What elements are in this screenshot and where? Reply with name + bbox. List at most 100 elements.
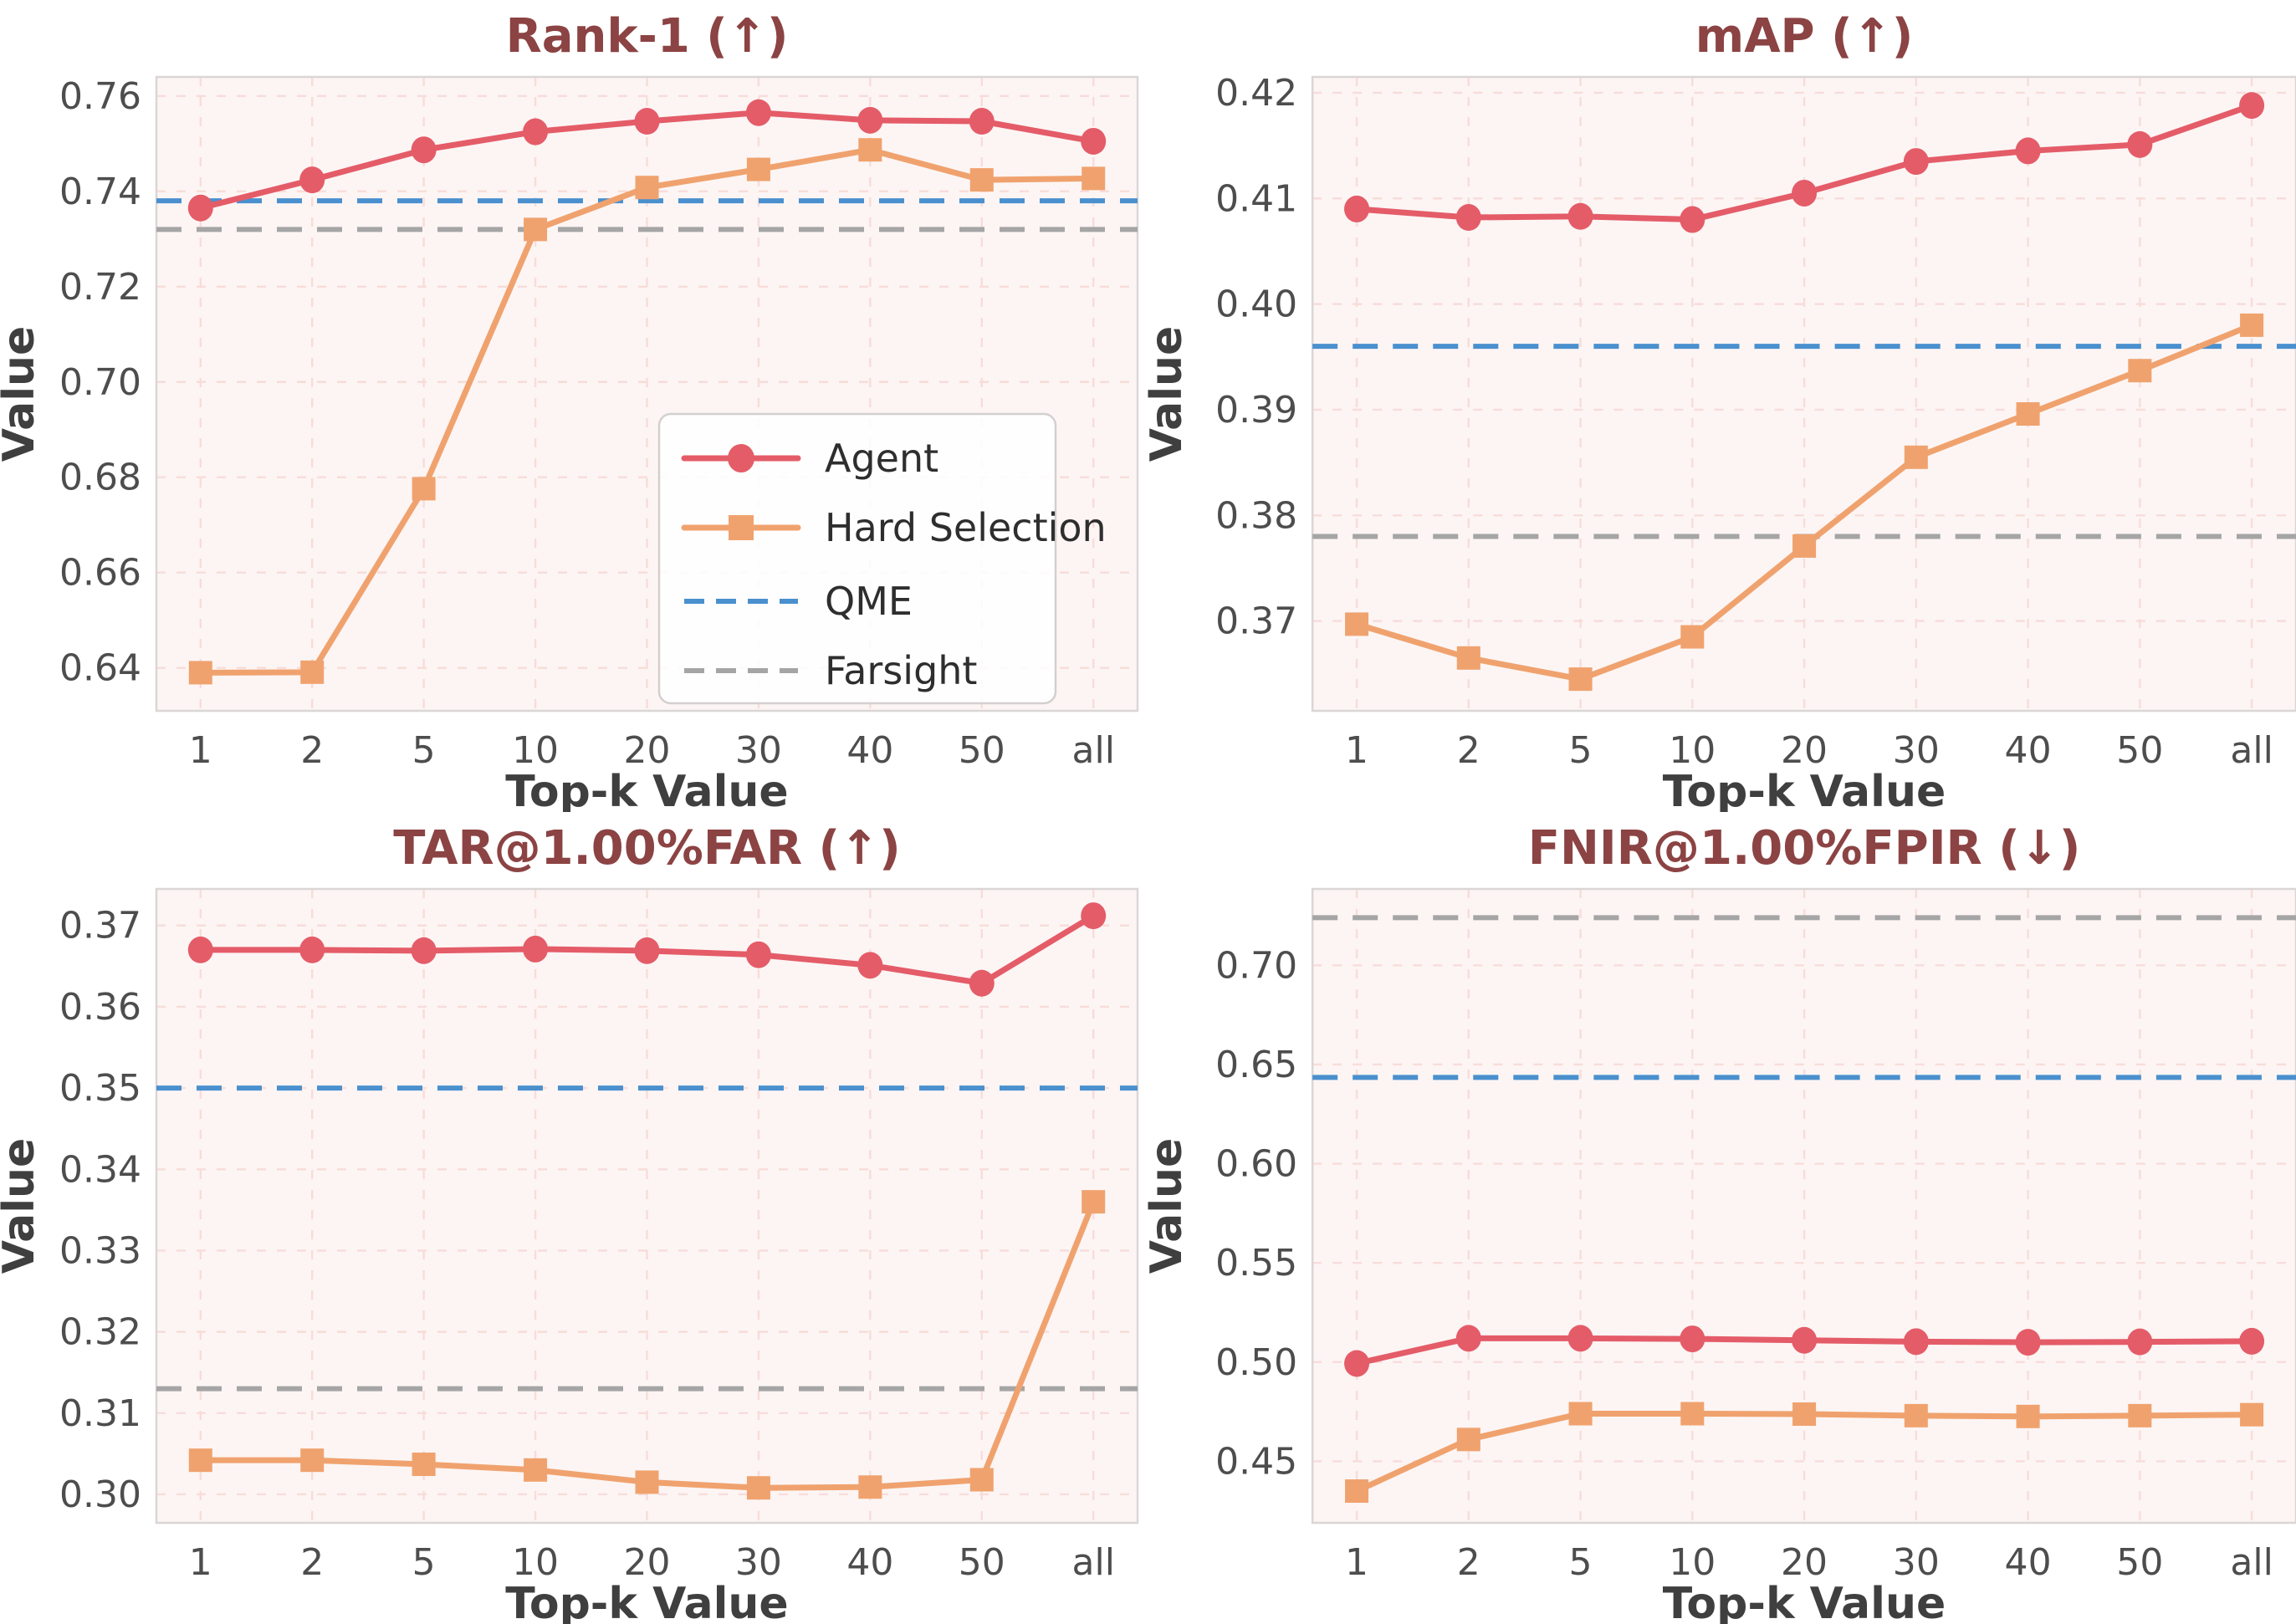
plot-background xyxy=(1312,77,2296,711)
y-axis-label: Value xyxy=(1148,1138,1192,1274)
x-tick-label: 20 xyxy=(624,729,671,772)
x-tick-label: 5 xyxy=(412,1541,436,1584)
marker-square-hard xyxy=(969,168,994,192)
marker-circle-agent xyxy=(2239,92,2265,120)
marker-square-hard xyxy=(635,176,659,200)
marker-square-hard xyxy=(1345,612,1369,636)
marker-circle-agent xyxy=(411,136,437,164)
y-tick-label: 0.45 xyxy=(1215,1440,1297,1483)
marker-circle-agent xyxy=(634,937,660,964)
x-tick-label: 50 xyxy=(959,729,1005,772)
y-tick-label: 0.35 xyxy=(59,1067,141,1110)
x-tick-label: 10 xyxy=(1669,1541,1716,1584)
marker-square-hard xyxy=(1792,1402,1817,1426)
chart-title: TAR@1.00%FAR (↑) xyxy=(393,821,900,876)
marker-circle-agent xyxy=(969,969,995,997)
marker-square-hard xyxy=(2016,1404,2040,1428)
marker-circle-agent xyxy=(1081,127,1107,155)
y-tick-label: 0.37 xyxy=(1215,600,1297,643)
x-tick-label: 5 xyxy=(412,729,436,772)
marker-circle-agent xyxy=(2015,137,2041,165)
marker-square-hard xyxy=(2128,1403,2152,1427)
marker-square-hard xyxy=(969,1468,994,1492)
y-tick-label: 0.39 xyxy=(1215,389,1297,432)
x-tick-label: 2 xyxy=(1457,1541,1480,1584)
x-tick-label: 2 xyxy=(1457,729,1480,772)
marker-circle-agent xyxy=(523,935,549,963)
marker-square-hard xyxy=(524,217,548,242)
y-tick-label: 0.30 xyxy=(59,1473,141,1516)
x-tick-label: 10 xyxy=(512,729,559,772)
subplot-tar-cell: 0.30 0.31 0.32 0.33 0.34 0.35 0.36 0.37 1 2 5 10 20 3… xyxy=(0,812,1148,1624)
chart-fnir: 0.45 0.50 0.55 0.60 0.65 0.70 1 2 5 10 20 30 40 50 all… xyxy=(1148,821,2296,1624)
y-tick-label: 0.42 xyxy=(1215,72,1297,115)
legend-marker-circle xyxy=(728,444,754,472)
y-tick-label: 0.38 xyxy=(1215,494,1297,537)
y-tick-label: 0.33 xyxy=(59,1229,141,1272)
y-axis-label: Value xyxy=(0,326,44,462)
x-tick-label: all xyxy=(1072,1541,1115,1584)
y-tick-label: 0.36 xyxy=(59,986,141,1029)
marker-square-hard xyxy=(1680,1402,1705,1426)
axes-spines xyxy=(155,75,1139,712)
x-tick-label: 50 xyxy=(2116,1541,2163,1584)
x-tick-label: 40 xyxy=(846,1541,893,1584)
y-tick-label: 0.50 xyxy=(1215,1341,1297,1384)
x-tick-label: 1 xyxy=(189,729,212,772)
x-tick-label: 30 xyxy=(1893,1541,1940,1584)
x-axis-label: Top-k Value xyxy=(505,767,788,812)
marker-circle-agent xyxy=(523,118,549,146)
marker-circle-agent xyxy=(1680,206,1705,233)
marker-square-hard xyxy=(412,477,436,501)
marker-square-hard xyxy=(300,660,325,684)
marker-circle-agent xyxy=(1455,204,1481,232)
marker-circle-agent xyxy=(187,936,213,963)
legend-label-agent: Agent xyxy=(825,436,938,481)
marker-circle-agent xyxy=(299,936,325,963)
marker-circle-agent xyxy=(1081,902,1107,930)
x-tick-label: 10 xyxy=(1669,729,1716,772)
marker-square-hard xyxy=(1456,1427,1480,1452)
y-tick-label: 0.70 xyxy=(59,361,141,404)
marker-square-hard xyxy=(746,1476,770,1500)
marker-circle-agent xyxy=(299,166,325,194)
legend-label-hard: Hard Selection xyxy=(825,505,1107,550)
marker-circle-agent xyxy=(2015,1329,2041,1356)
marker-circle-agent xyxy=(1567,202,1593,230)
x-tick-label: 40 xyxy=(2005,1541,2052,1584)
marker-circle-agent xyxy=(634,108,660,135)
plot-background xyxy=(1312,889,2296,1523)
axes-spines xyxy=(1311,75,2296,712)
marker-square-hard xyxy=(1456,646,1480,670)
subplot-map-cell: 0.37 0.38 0.39 0.40 0.41 0.42 1 2 5 10 20 30 40 50 all… xyxy=(1148,0,2296,812)
axes-spines xyxy=(1311,887,2296,1524)
x-tick-label: 40 xyxy=(2005,729,2052,772)
x-tick-label: 1 xyxy=(1345,1541,1368,1584)
x-axis-label: Top-k Value xyxy=(1663,1579,1946,1624)
marker-square-hard xyxy=(1082,1190,1106,1214)
y-tick-label: 0.72 xyxy=(59,266,141,309)
chart-title: mAP (↑) xyxy=(1695,9,1914,64)
y-tick-label: 0.41 xyxy=(1215,177,1297,220)
marker-circle-agent xyxy=(2127,130,2153,158)
marker-square-hard xyxy=(524,1458,548,1482)
marker-square-hard xyxy=(635,1470,659,1494)
marker-square-hard xyxy=(300,1448,325,1473)
chart-title: Rank-1 (↑) xyxy=(506,9,789,64)
x-tick-label: all xyxy=(1072,729,1115,772)
y-tick-label: 0.76 xyxy=(59,75,141,118)
marker-square-hard xyxy=(1792,534,1817,558)
x-tick-label: 20 xyxy=(624,1541,671,1584)
marker-circle-agent xyxy=(1792,1326,1818,1354)
marker-square-hard xyxy=(412,1453,436,1477)
chart-rank1: 0.64 0.66 0.68 0.70 0.72 0.74 0.76 1 2 5 10 20 30 40 5… xyxy=(0,9,1139,812)
legend-box xyxy=(657,412,1057,705)
marker-circle-agent xyxy=(1344,195,1370,222)
chart-tar: 0.30 0.31 0.32 0.33 0.34 0.35 0.36 0.37 1 2 5 10 20 3… xyxy=(0,821,1139,1624)
x-tick-label: 30 xyxy=(1893,729,1940,772)
marker-square-hard xyxy=(2016,402,2040,426)
marker-square-hard xyxy=(1345,1479,1369,1504)
marker-square-hard xyxy=(1568,667,1593,692)
x-axis-label: Top-k Value xyxy=(505,1579,788,1624)
